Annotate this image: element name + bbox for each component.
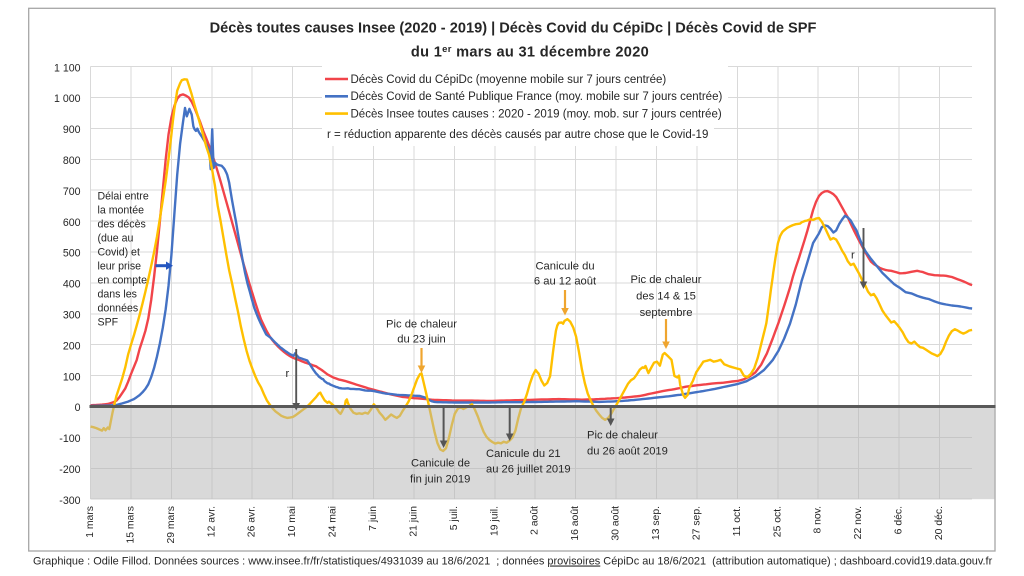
svg-text:en compte: en compte (98, 275, 148, 287)
svg-text:800: 800 (63, 155, 81, 167)
svg-text:700: 700 (63, 186, 81, 198)
svg-text:r: r (286, 368, 290, 380)
svg-text:Graphique : Odile Fillod. Donn: Graphique : Odile Fillod. Données source… (33, 556, 993, 568)
svg-text:16 août: 16 août (570, 506, 581, 541)
svg-text:0: 0 (75, 402, 81, 414)
svg-text:7 juin: 7 juin (368, 506, 379, 531)
svg-text:Pic de chaleur: Pic de chaleur (631, 274, 702, 286)
svg-text:Décès toutes causes Insee (202: Décès toutes causes Insee (2020 - 2019) … (210, 21, 817, 37)
svg-text:6 déc.: 6 déc. (894, 506, 905, 534)
svg-text:Canicule du: Canicule du (535, 261, 594, 273)
svg-text:-300: -300 (59, 495, 80, 507)
svg-text:29 mars: 29 mars (166, 506, 177, 544)
svg-text:15 mars: 15 mars (125, 506, 136, 544)
svg-text:300: 300 (63, 310, 81, 322)
svg-text:26 avr.: 26 avr. (247, 506, 258, 537)
svg-text:25 oct.: 25 oct. (772, 506, 783, 537)
svg-text:1 100: 1 100 (54, 62, 81, 74)
svg-text:du 1er mars au 31 décembre 202: du 1er mars au 31 décembre 2020 (411, 44, 649, 61)
svg-text:r: r (851, 250, 855, 262)
svg-text:12 avr.: 12 avr. (206, 506, 217, 537)
svg-text:Décès Insee toutes causes : 20: Décès Insee toutes causes : 2020 - 2019 … (351, 108, 722, 120)
svg-text:du 26 août 2019: du 26 août 2019 (587, 446, 668, 458)
svg-text:24 mai: 24 mai (328, 506, 339, 537)
svg-text:900: 900 (63, 124, 81, 136)
svg-text:-100: -100 (59, 433, 80, 445)
svg-text:Covid) et: Covid) et (98, 247, 140, 259)
svg-text:100: 100 (63, 371, 81, 383)
svg-text:22 nov.: 22 nov. (853, 506, 864, 539)
svg-text:(due au: (due au (98, 233, 134, 245)
svg-text:r = réduction apparente des dé: r = réduction apparente des décès causés… (327, 129, 708, 141)
svg-text:Pic de chaleur: Pic de chaleur (587, 430, 658, 442)
svg-text:données: données (98, 303, 139, 315)
svg-text:10 mai: 10 mai (287, 506, 298, 537)
svg-text:SPF: SPF (98, 317, 119, 329)
svg-text:-200: -200 (59, 464, 80, 476)
svg-text:8 nov.: 8 nov. (813, 506, 824, 534)
svg-text:dans les: dans les (98, 289, 137, 301)
svg-text:Décès Covid du CépiDc (moyenne: Décès Covid du CépiDc (moyenne mobile su… (351, 74, 667, 86)
svg-text:500: 500 (63, 248, 81, 260)
svg-text:6 au 12 août: 6 au 12 août (534, 276, 597, 288)
svg-text:5 juil.: 5 juil. (449, 506, 460, 530)
svg-text:Canicule de: Canicule de (411, 458, 470, 470)
svg-text:des décès: des décès (98, 219, 146, 231)
svg-text:Décès Covid de Santé Publique: Décès Covid de Santé Publique France (mo… (351, 91, 723, 103)
svg-text:1 000: 1 000 (54, 93, 81, 105)
svg-text:du 23 juin: du 23 juin (397, 334, 446, 346)
svg-text:27 sep.: 27 sep. (692, 506, 703, 540)
svg-text:11 oct.: 11 oct. (732, 506, 743, 536)
svg-text:21 juin: 21 juin (408, 506, 419, 537)
svg-text:leur prise: leur prise (98, 261, 142, 273)
svg-text:Canicule du 21: Canicule du 21 (486, 448, 561, 460)
svg-text:200: 200 (63, 340, 81, 352)
svg-text:30 août: 30 août (611, 506, 622, 541)
svg-text:Délai entre: Délai entre (98, 191, 149, 203)
svg-text:19 juil.: 19 juil. (489, 506, 500, 536)
svg-text:au 26 juillet 2019: au 26 juillet 2019 (486, 464, 571, 476)
svg-text:20 déc.: 20 déc. (934, 506, 945, 540)
svg-text:400: 400 (63, 279, 81, 291)
svg-text:1 mars: 1 mars (85, 506, 96, 538)
svg-text:2 août: 2 août (530, 506, 541, 535)
svg-text:la montée: la montée (98, 205, 145, 217)
svg-text:des 14 & 15: des 14 & 15 (636, 291, 696, 303)
svg-text:600: 600 (63, 217, 81, 229)
svg-text:fin juin 2019: fin juin 2019 (410, 474, 470, 486)
svg-text:13 sep.: 13 sep. (651, 506, 662, 540)
svg-text:Pic de chaleur: Pic de chaleur (386, 319, 457, 331)
svg-text:septembre: septembre (640, 307, 693, 319)
